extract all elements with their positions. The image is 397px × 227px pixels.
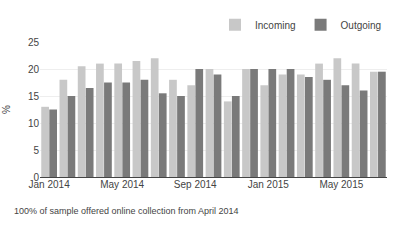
svg-text:Jan 2014: Jan 2014 — [29, 179, 71, 190]
svg-text:100% of sample offered online: 100% of sample offered online collection… — [14, 206, 238, 216]
svg-text:May 2014: May 2014 — [100, 179, 144, 190]
svg-text:15: 15 — [28, 91, 40, 102]
svg-text:Sep 2014: Sep 2014 — [174, 179, 217, 190]
svg-text:May 2015: May 2015 — [319, 179, 363, 190]
svg-text:Jan 2015: Jan 2015 — [248, 179, 290, 190]
svg-text:0: 0 — [33, 172, 39, 183]
svg-text:Outgoing: Outgoing — [341, 20, 382, 31]
svg-text:%: % — [1, 105, 12, 114]
svg-text:Incoming: Incoming — [255, 20, 296, 31]
svg-text:25: 25 — [28, 37, 40, 48]
svg-text:5: 5 — [33, 145, 39, 156]
svg-text:20: 20 — [28, 64, 40, 75]
svg-text:10: 10 — [28, 118, 40, 129]
